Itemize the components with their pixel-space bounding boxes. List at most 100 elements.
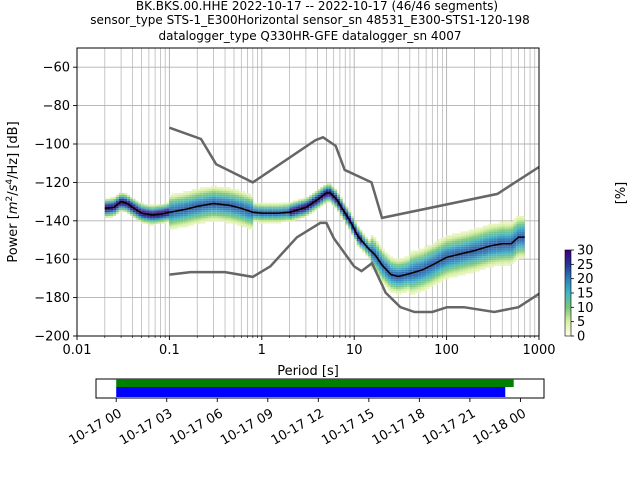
psd-bin [295,202,298,205]
psd-bin [367,250,371,253]
psd-bin [381,258,385,261]
psd-bin [269,221,273,224]
psd-bin [348,227,352,230]
psd-bin [393,265,396,268]
psd-bin [264,204,268,207]
psd-bin [222,219,226,222]
psd-bin [474,235,478,238]
psd-bin [303,210,307,213]
psd-bin [440,267,444,270]
psd-bin [255,219,259,222]
psd-bin [513,260,517,263]
psd-bin [118,192,122,195]
psd-bin [183,212,186,215]
psd-bin [225,187,228,190]
psd-bin [401,275,405,278]
psd-bin [499,223,503,226]
psd-bin [141,210,145,213]
psd-bin [390,269,394,272]
psd-bin [138,214,142,216]
psd-bin [219,191,223,193]
psd-bin [423,287,427,289]
psd-bin [407,287,410,289]
psd-bin [516,217,520,220]
psd-bin [141,206,145,209]
psd-bin [216,206,220,209]
psd-bin [169,216,172,218]
psd-bin [325,198,329,201]
psd-bin [474,239,478,241]
psd-bin [130,202,133,205]
psd-bin [323,185,326,188]
psd-bin [191,208,195,211]
psd-bin [367,244,371,247]
time-tick-label: 10-17 18 [370,406,428,448]
psd-bin [404,256,408,259]
psd-bin [507,260,511,263]
psd-bin [289,216,293,218]
psd-bin [488,246,492,249]
psd-bin [404,271,408,274]
psd-bin [144,216,147,218]
psd-bin [493,237,497,240]
psd-bin [183,202,186,205]
psd-bin [496,260,500,263]
psd-bin [216,189,220,192]
psd-bin [496,264,500,266]
psd-bin [488,237,492,240]
psd-bin [418,277,422,280]
psd-bin [398,283,402,286]
psd-bin [465,231,469,234]
psd-bin [323,196,326,199]
psd-bin [415,275,419,278]
psd-bin [141,219,145,222]
psd-bin [197,200,200,203]
psd-bin [381,269,385,272]
psd-bin [219,192,223,195]
psd-bin [435,256,438,259]
psd-bin [267,217,270,220]
psd-bin [379,260,382,263]
psd-bin [505,260,508,263]
psd-bin [303,202,307,205]
psd-bin [451,239,455,241]
psd-bin [351,221,354,224]
psd-bin [409,281,413,284]
psd-bin [395,287,399,289]
psd-bin [261,217,265,220]
psd-bin [303,200,307,203]
psd-bin [264,216,268,218]
psd-bin [174,217,178,220]
psd-bin [499,246,503,249]
psd-bin [244,206,248,209]
psd-bin [219,212,223,215]
psd-bin [334,202,338,205]
psd-bin [499,258,503,261]
psd-bin [227,212,231,215]
psd-bin [499,262,503,264]
psd-bin [328,189,332,192]
psd-bin [230,198,234,201]
psd-bin [135,206,139,209]
psd-bin [157,210,161,213]
psd-bin [465,248,469,251]
psd-bin [230,196,234,199]
psd-bin [409,279,413,282]
psd-bin [513,258,517,261]
psd-bin [314,208,318,211]
psd-bin [247,212,251,215]
psd-bin [437,281,441,284]
psd-bin [239,221,242,224]
psd-bin [227,216,231,218]
psd-bin [440,237,444,240]
psd-bin [222,189,226,192]
psd-bin [454,273,458,276]
psd-bin [261,221,265,224]
psd-bin [446,248,450,251]
psd-bin [432,283,436,286]
psd-bin [202,187,206,190]
psd-bin [345,206,349,209]
psd-bin [353,233,357,236]
psd-bin [387,277,391,280]
psd-bin [496,246,500,249]
